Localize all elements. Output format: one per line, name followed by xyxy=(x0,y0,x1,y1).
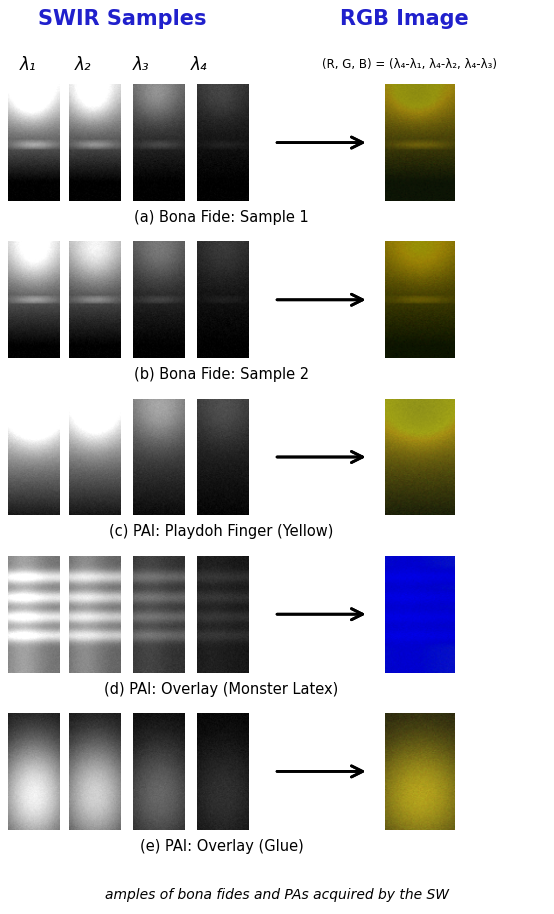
Text: (a) Bona Fide: Sample 1: (a) Bona Fide: Sample 1 xyxy=(134,210,309,225)
Text: (e) PAI: Overlay (Glue): (e) PAI: Overlay (Glue) xyxy=(140,839,304,854)
Text: (b) Bona Fide: Sample 2: (b) Bona Fide: Sample 2 xyxy=(134,367,309,382)
Text: RGB Image: RGB Image xyxy=(340,9,469,29)
Text: λ₂: λ₂ xyxy=(75,56,91,74)
Text: λ₁: λ₁ xyxy=(19,56,36,74)
Text: (R, G, B) = (λ₄-λ₁, λ₄-λ₂, λ₄-λ₃): (R, G, B) = (λ₄-λ₁, λ₄-λ₂, λ₄-λ₃) xyxy=(322,58,497,71)
Text: (d) PAI: Overlay (Monster Latex): (d) PAI: Overlay (Monster Latex) xyxy=(105,682,338,696)
Text: λ₃: λ₃ xyxy=(133,56,150,74)
Text: λ₄: λ₄ xyxy=(191,56,208,74)
Text: SWIR Samples: SWIR Samples xyxy=(38,9,206,29)
Text: amples of bona fides and PAs acquired by the SW: amples of bona fides and PAs acquired by… xyxy=(105,887,449,902)
Text: (c) PAI: Playdoh Finger (Yellow): (c) PAI: Playdoh Finger (Yellow) xyxy=(109,525,334,539)
